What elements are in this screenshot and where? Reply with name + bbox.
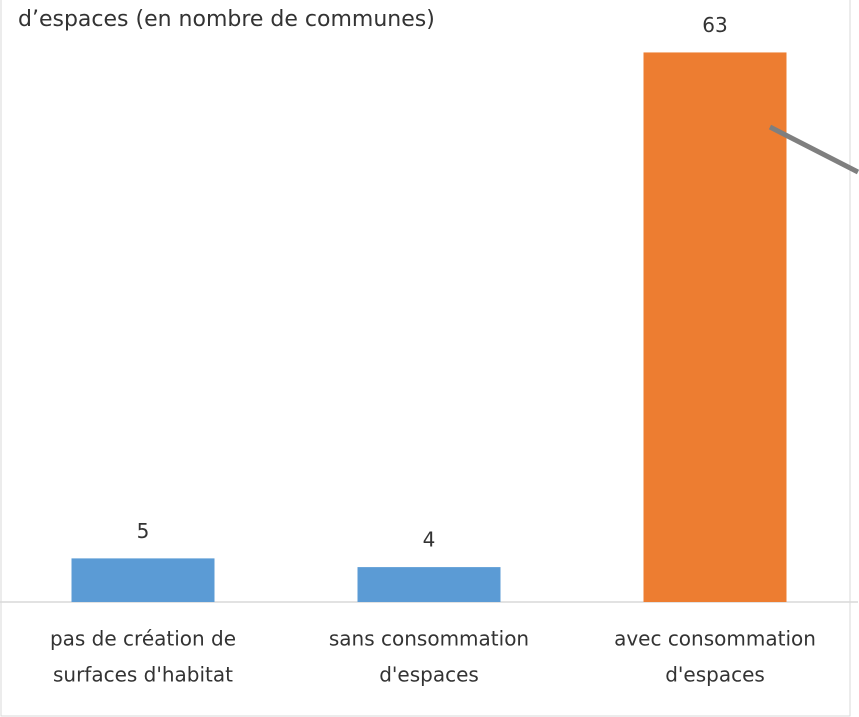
x-tick-label: sans consommation (329, 627, 529, 651)
leader-line (768, 124, 859, 175)
data-label: 5 (137, 519, 150, 543)
bar (643, 52, 787, 602)
x-tick-label: avec consommation (614, 627, 816, 651)
x-tick-label: pas de création de (50, 627, 236, 651)
data-label: 63 (702, 13, 727, 37)
bar (71, 558, 215, 602)
chart-title: d’espaces (en nombre de communes) (18, 7, 435, 32)
x-tick-label: d'espaces (379, 663, 479, 687)
x-tick-label: d'espaces (665, 663, 765, 687)
x-tick-label: surfaces d'habitat (53, 663, 233, 687)
bar (357, 567, 501, 602)
data-label: 4 (423, 528, 436, 552)
plot: pas de création de surfaces d'habitat 5 san… (50, 13, 816, 687)
